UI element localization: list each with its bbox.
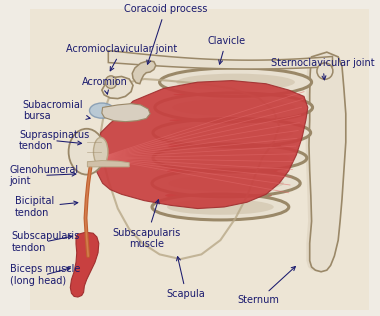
Polygon shape — [306, 52, 340, 272]
Ellipse shape — [165, 191, 272, 200]
Polygon shape — [30, 9, 369, 310]
Ellipse shape — [160, 68, 312, 96]
Text: Acromioclavicular joint: Acromioclavicular joint — [66, 44, 178, 71]
Ellipse shape — [169, 118, 283, 122]
Ellipse shape — [173, 93, 283, 97]
Polygon shape — [70, 232, 99, 297]
Polygon shape — [108, 51, 332, 69]
Ellipse shape — [167, 199, 274, 215]
Ellipse shape — [153, 144, 307, 172]
Ellipse shape — [152, 170, 300, 197]
Polygon shape — [87, 161, 129, 167]
Ellipse shape — [153, 118, 310, 147]
Ellipse shape — [105, 76, 117, 88]
Ellipse shape — [176, 74, 295, 91]
Polygon shape — [102, 76, 133, 99]
Polygon shape — [132, 61, 156, 84]
Ellipse shape — [155, 93, 312, 122]
Polygon shape — [102, 104, 150, 122]
Ellipse shape — [90, 103, 114, 118]
Ellipse shape — [317, 63, 333, 79]
Ellipse shape — [168, 175, 284, 191]
Ellipse shape — [93, 137, 108, 166]
Ellipse shape — [170, 124, 293, 141]
Text: Subscapularis
muscle: Subscapularis muscle — [112, 200, 180, 249]
Text: Biceps muscle
(long head): Biceps muscle (long head) — [10, 264, 80, 286]
Polygon shape — [96, 81, 308, 209]
Text: Supraspinatus
tendon: Supraspinatus tendon — [19, 130, 89, 151]
Ellipse shape — [168, 141, 281, 150]
Ellipse shape — [167, 167, 278, 175]
Text: Clavicle: Clavicle — [207, 36, 245, 64]
Ellipse shape — [152, 194, 289, 220]
Text: Glenohumeral
joint: Glenohumeral joint — [10, 165, 79, 186]
Text: Acromion: Acromion — [82, 77, 128, 94]
Text: Subscapularis
tendon: Subscapularis tendon — [11, 231, 80, 252]
Text: Sternoclavicular joint: Sternoclavicular joint — [271, 58, 374, 80]
Text: Subacromial
bursa: Subacromial bursa — [23, 100, 90, 121]
Polygon shape — [309, 52, 346, 272]
Ellipse shape — [172, 99, 295, 116]
Text: Scapula: Scapula — [167, 257, 206, 299]
Ellipse shape — [170, 150, 290, 166]
Text: Sternum: Sternum — [238, 266, 295, 306]
Text: Coracoid process: Coracoid process — [124, 4, 207, 64]
Ellipse shape — [68, 129, 104, 175]
Text: Bicipital
tendon: Bicipital tendon — [15, 196, 78, 218]
